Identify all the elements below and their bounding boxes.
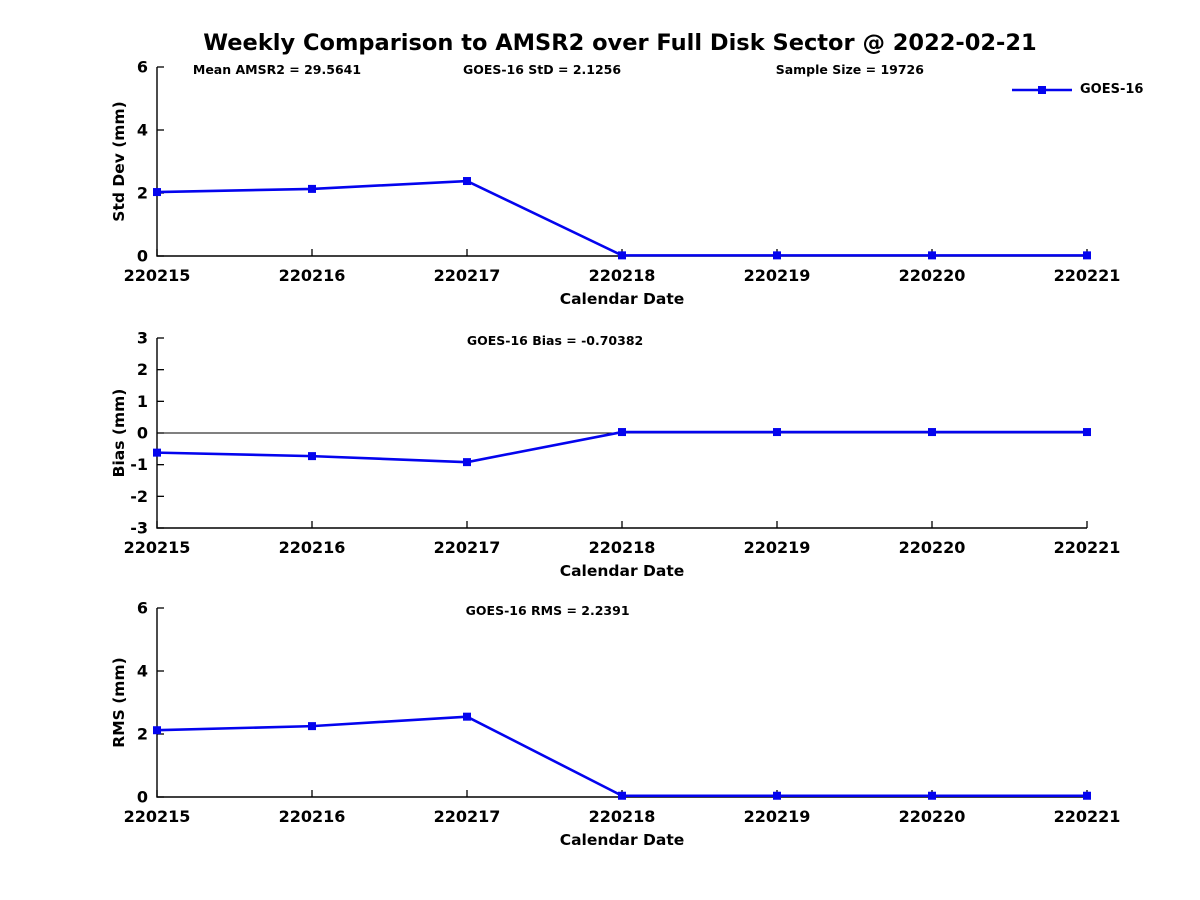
series-marker (1083, 428, 1091, 437)
y-tick-label: -3 (130, 519, 148, 538)
legend-label: GOES-16 (1080, 82, 1144, 97)
annotation: Mean AMSR2 = 29.5641 (193, 62, 361, 77)
annotation: GOES-16 Bias = -0.70382 (467, 333, 643, 348)
series-marker (463, 458, 471, 467)
x-tick-label: 220216 (279, 266, 346, 285)
x-tick-label: 220219 (744, 538, 811, 557)
axis-spines (156, 67, 1087, 257)
annotation: GOES-16 StD = 2.1256 (463, 62, 621, 77)
x-tick-label: 220218 (589, 538, 656, 557)
series-marker (618, 428, 626, 437)
x-tick-label: 220217 (434, 807, 501, 826)
series-marker (1083, 251, 1091, 260)
y-tick-label: 1 (137, 392, 148, 411)
annotation: GOES-16 RMS = 2.2391 (466, 603, 630, 618)
series-marker (773, 428, 781, 437)
series-line (156, 430, 1087, 464)
chart-title: Weekly Comparison to AMSR2 over Full Dis… (203, 30, 1037, 56)
y-tick-label: 0 (137, 788, 148, 807)
x-axis-label: Calendar Date (560, 831, 685, 849)
series-marker (618, 251, 626, 260)
y-tick-label: 2 (137, 360, 148, 379)
x-tick-label: 220218 (589, 266, 656, 285)
x-tick-label: 220219 (744, 807, 811, 826)
y-tick-label: 6 (137, 599, 148, 618)
series-marker (928, 428, 936, 437)
legend-line-marker-icon (1012, 85, 1072, 94)
series-marker (773, 251, 781, 260)
series-marker (618, 791, 626, 800)
y-tick-label: 0 (137, 247, 148, 266)
series-marker (153, 188, 161, 197)
x-tick-label: 220218 (589, 807, 656, 826)
series-marker (928, 251, 936, 260)
y-axis-label: Bias (mm) (110, 389, 128, 478)
x-axis-label: Calendar Date (560, 562, 685, 580)
legend: GOES-16 (1012, 82, 1143, 97)
series-marker (153, 726, 161, 735)
series-marker (308, 452, 316, 461)
x-tick-label: 220216 (279, 807, 346, 826)
y-tick-label: 0 (137, 424, 148, 443)
series-marker (1083, 791, 1091, 800)
y-axis-label: Std Dev (mm) (110, 101, 128, 221)
y-tick-label: 3 (137, 329, 148, 348)
subplot-2: 0 2 4 6 220215 220216 220217 220218 220219 220220… (110, 599, 1120, 850)
series-marker (773, 791, 781, 800)
subplot-0: 0 2 4 6 220215 220216 220217 220218 220219 220220… (110, 58, 1120, 309)
x-tick-label: 220221 (1054, 538, 1121, 557)
series-marker (308, 722, 316, 731)
series-marker (153, 448, 161, 457)
x-tick-label: 220217 (434, 266, 501, 285)
y-tick-label: 6 (137, 58, 148, 77)
x-tick-label: 220221 (1054, 807, 1121, 826)
y-tick-label: 4 (137, 121, 148, 140)
x-tick-label: 220219 (744, 266, 811, 285)
y-tick-label: 2 (137, 184, 148, 203)
x-tick-label: 220215 (124, 807, 191, 826)
series-marker (463, 177, 471, 186)
annotation: Sample Size = 19726 (776, 62, 925, 77)
x-tick-label: 220221 (1054, 266, 1121, 285)
series-marker (928, 791, 936, 800)
x-tick-label: 220220 (899, 266, 966, 285)
series-marker (308, 184, 316, 193)
y-tick-label: -1 (130, 455, 148, 474)
x-tick-label: 220216 (279, 538, 346, 557)
x-tick-label: 220220 (899, 538, 966, 557)
x-axis-label: Calendar Date (560, 290, 685, 308)
x-tick-label: 220215 (124, 266, 191, 285)
x-tick-label: 220215 (124, 538, 191, 557)
subplot-1: -3 -2 -1 0 1 2 3 220215 220216 220217 220218 220219… (110, 329, 1120, 581)
y-axis-label: RMS (mm) (110, 657, 128, 747)
y-tick-label: 2 (137, 725, 148, 744)
x-tick-label: 220220 (899, 807, 966, 826)
y-tick-label: -2 (130, 487, 148, 506)
axis-spines (156, 608, 1087, 798)
series-line (156, 715, 1087, 798)
series-line (156, 179, 1087, 257)
series-marker (463, 712, 471, 721)
x-tick-label: 220217 (434, 538, 501, 557)
y-tick-label: 4 (137, 662, 148, 681)
